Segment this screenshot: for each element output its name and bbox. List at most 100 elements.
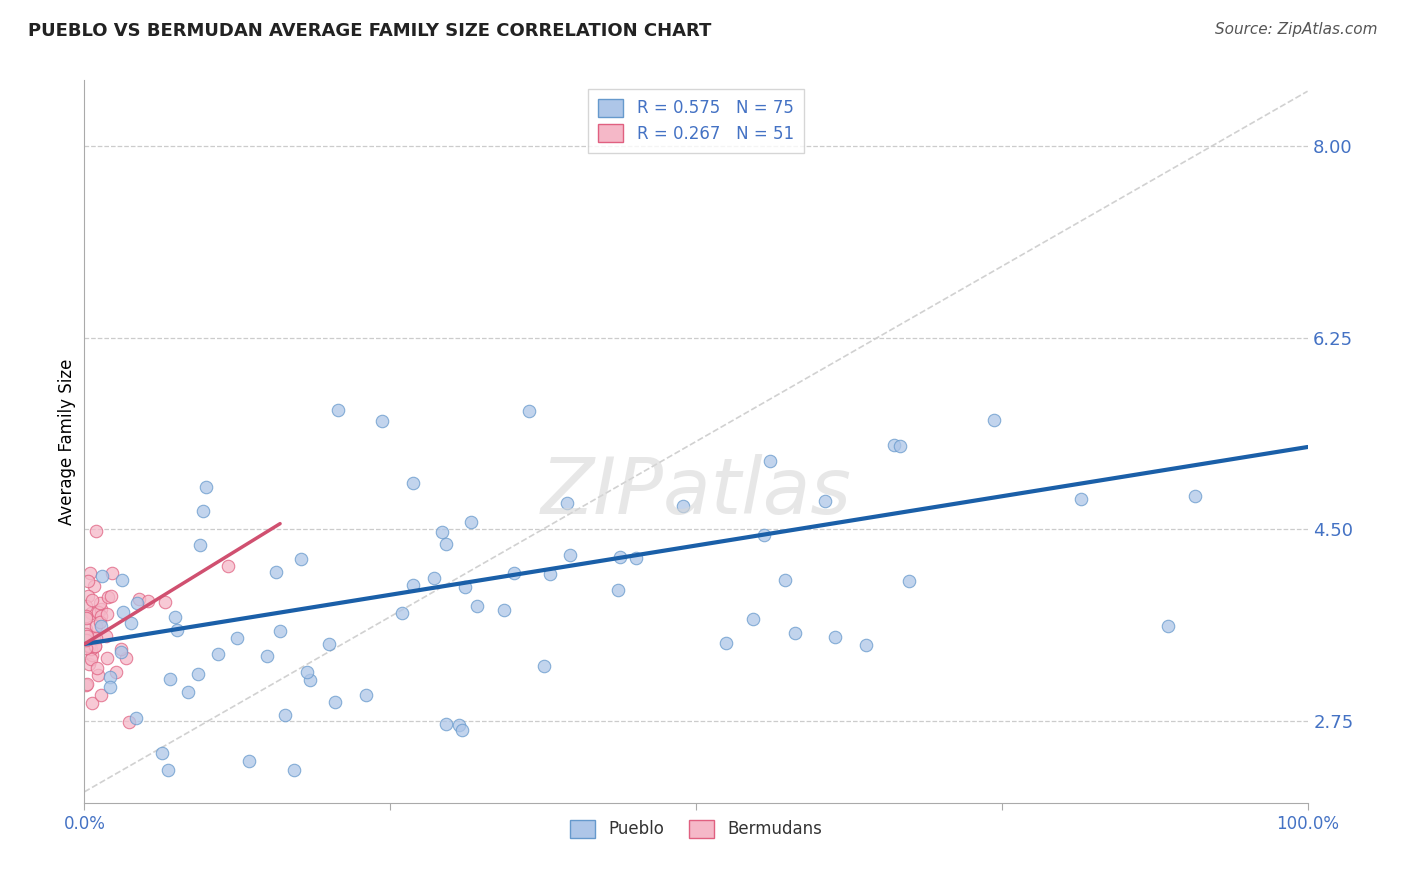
Point <box>159 673 181 687</box>
Point <box>83 639 105 653</box>
Point <box>76 574 98 588</box>
Point <box>80 606 103 620</box>
Point <box>318 637 340 651</box>
Point <box>150 746 173 760</box>
Text: PUEBLO VS BERMUDAN AVERAGE FAMILY SIZE CORRELATION CHART: PUEBLO VS BERMUDAN AVERAGE FAMILY SIZE C… <box>28 22 711 40</box>
Point <box>1157 619 1180 633</box>
Point <box>1184 489 1206 503</box>
Point <box>1070 491 1092 506</box>
Point <box>75 599 97 613</box>
Point <box>75 633 97 648</box>
Point <box>773 573 796 587</box>
Point <box>80 641 103 656</box>
Point <box>423 571 446 585</box>
Point <box>283 763 305 777</box>
Point <box>540 567 562 582</box>
Point <box>75 611 97 625</box>
Point <box>77 589 100 603</box>
Point <box>76 630 98 644</box>
Point <box>84 632 107 646</box>
Point <box>98 680 121 694</box>
Text: Source: ZipAtlas.com: Source: ZipAtlas.com <box>1215 22 1378 37</box>
Point <box>290 551 312 566</box>
Point <box>814 493 837 508</box>
Point <box>402 475 425 490</box>
Point <box>94 629 117 643</box>
Point <box>101 566 124 580</box>
Point <box>87 605 110 619</box>
Point <box>983 412 1005 426</box>
Legend: Pueblo, Bermudans: Pueblo, Bermudans <box>562 813 830 845</box>
Point <box>492 602 515 616</box>
Point <box>391 606 413 620</box>
Point <box>752 528 775 542</box>
Point <box>89 596 111 610</box>
Point <box>560 548 582 562</box>
Point <box>82 696 104 710</box>
Point <box>402 578 425 592</box>
Point <box>371 413 394 427</box>
Point <box>555 495 578 509</box>
Point <box>624 551 647 566</box>
Point <box>503 566 526 581</box>
Point <box>436 537 458 551</box>
Point <box>83 630 105 644</box>
Point <box>434 716 457 731</box>
Point <box>187 666 209 681</box>
Point <box>264 566 287 580</box>
Point <box>100 589 122 603</box>
Point <box>454 580 477 594</box>
Point <box>76 677 98 691</box>
Point <box>742 612 765 626</box>
Point <box>77 639 100 653</box>
Point <box>533 658 555 673</box>
Point <box>177 685 200 699</box>
Point <box>672 499 695 513</box>
Point <box>225 632 247 646</box>
Point <box>83 579 105 593</box>
Point <box>238 754 260 768</box>
Point <box>256 648 278 663</box>
Point <box>79 566 101 580</box>
Point <box>136 593 159 607</box>
Point <box>883 438 905 452</box>
Point <box>89 615 111 630</box>
Point <box>194 480 217 494</box>
Point <box>115 651 138 665</box>
Point <box>269 624 291 638</box>
Point <box>855 638 877 652</box>
Point <box>90 619 112 633</box>
Point <box>75 678 97 692</box>
Point <box>460 516 482 530</box>
Point <box>217 558 239 573</box>
Point <box>325 695 347 709</box>
Point <box>96 607 118 622</box>
Point <box>155 595 177 609</box>
Point <box>125 596 148 610</box>
Point <box>90 601 112 615</box>
Point <box>785 626 807 640</box>
Y-axis label: Average Family Size: Average Family Size <box>58 359 76 524</box>
Point <box>77 657 100 671</box>
Point <box>188 538 211 552</box>
Point <box>125 710 148 724</box>
Point <box>889 440 911 454</box>
Point <box>84 639 107 653</box>
Point <box>86 661 108 675</box>
Point <box>82 593 104 607</box>
Point <box>207 647 229 661</box>
Point <box>75 627 97 641</box>
Point <box>354 689 377 703</box>
Point <box>82 648 104 662</box>
Point <box>97 590 120 604</box>
Point <box>86 524 108 538</box>
Point <box>96 650 118 665</box>
Point <box>91 569 114 583</box>
Point <box>451 723 474 738</box>
Point <box>326 403 349 417</box>
Point <box>465 599 488 613</box>
Point <box>274 707 297 722</box>
Point <box>163 610 186 624</box>
Point <box>87 668 110 682</box>
Point <box>117 715 139 730</box>
